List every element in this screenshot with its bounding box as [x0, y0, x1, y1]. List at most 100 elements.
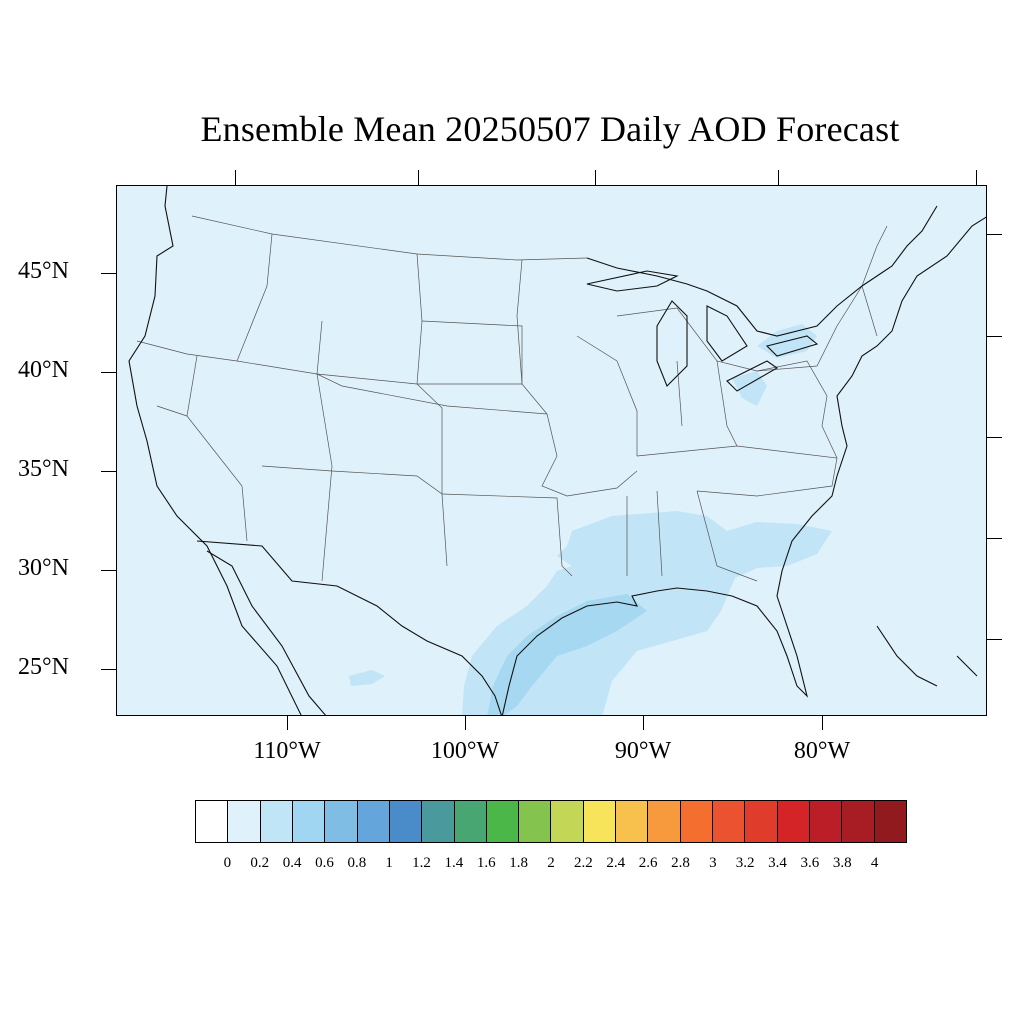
mississippi-river: [576, 335, 638, 456]
colorbar-tick-label: 2.6: [638, 855, 658, 871]
lat-label-30n: 30°N: [18, 555, 69, 581]
colorbar-segment: [422, 801, 455, 842]
or-ca-line: [156, 405, 188, 417]
colorbar-segment: [842, 801, 875, 842]
colorbar-tick-label: 0.8: [347, 855, 367, 871]
map-panel: [116, 185, 987, 716]
ok-tx-line: [541, 413, 638, 497]
colorbar-segment: [648, 801, 681, 842]
in-oh-line: [676, 360, 738, 447]
state-line-row2: [316, 373, 548, 415]
lake-huron: [706, 305, 748, 362]
gulf-atlantic-coast: [501, 216, 986, 715]
state-line-row1: [136, 340, 522, 385]
left-tick-35n: [101, 471, 116, 472]
top-tick-100w: [418, 170, 419, 185]
colorbar-tick-label: 3.2: [735, 855, 755, 871]
top-tick-70w: [976, 170, 977, 185]
colorbar-segment: [680, 801, 713, 842]
left-tick-45n: [101, 273, 116, 274]
lat-label-45n: 45°N: [18, 258, 69, 284]
colorbar-segment: [357, 801, 390, 842]
top-tick-110w: [235, 170, 236, 185]
pacific-coast: [128, 186, 302, 715]
lon-label-80w: 80°W: [793, 738, 851, 764]
coastlines: [128, 186, 986, 715]
colorbar-segment: [486, 801, 520, 842]
colorbar-segment: [292, 801, 326, 842]
texas-coast-core: [487, 594, 647, 715]
southeast-states: [626, 490, 758, 582]
aod-colorbar: [195, 800, 907, 843]
lat-label-40n: 40°N: [18, 357, 69, 383]
right-tick: [987, 437, 1002, 438]
colorbar-tick-label: 2.4: [606, 855, 626, 871]
colorbar-tick-label: 2.2: [573, 855, 593, 871]
lon-label-90w: 90°W: [614, 738, 672, 764]
colorbar-tick-label: 0.6: [315, 855, 334, 871]
colorbar-tick-label: 3.4: [768, 855, 787, 871]
sd-ne-line: [421, 320, 548, 415]
right-tick: [987, 538, 1002, 539]
top-tick-90w: [595, 170, 596, 185]
colorbar-tick-label: 1.8: [509, 855, 528, 871]
aod-layer-0.4-0.6: [487, 594, 647, 715]
us-mexico-border: [196, 540, 502, 715]
nevada-line: [186, 355, 248, 542]
lon-label-100w: 100°W: [430, 738, 500, 764]
colorbar-tick-label: 0.4: [282, 855, 302, 871]
colorbar-tick-label: 3.6: [800, 855, 820, 871]
tx-la-line: [441, 493, 573, 577]
colorbar-segment: [777, 801, 810, 842]
colorbar-tick-label: 2: [547, 855, 555, 871]
left-tick-25n: [101, 669, 116, 670]
colorbar-tick-label: 1.2: [412, 855, 431, 871]
right-tick: [987, 336, 1002, 337]
colorbar-tick-label: 3.8: [832, 855, 852, 871]
colorbar-segment: [260, 801, 293, 842]
colorbar-segment: [713, 801, 746, 842]
lake-ontario: [765, 335, 819, 357]
colorbar-segment: [389, 801, 423, 842]
map-title: Ensemble Mean 20250507 Daily AOD Forecas…: [200, 109, 900, 149]
lat-label-35n: 35°N: [18, 456, 69, 482]
va-line: [756, 360, 838, 459]
left-tick-40n: [101, 372, 116, 373]
colorbar-tick-label: 0: [223, 855, 232, 871]
baja-gulf-coast: [206, 550, 327, 715]
left-tick-30n: [101, 570, 116, 571]
colorbar-segment: [454, 801, 487, 842]
bottom-tick-110w: [287, 716, 288, 730]
great-lakes-canada-border: [586, 205, 938, 337]
colorbar-segment: [519, 801, 552, 842]
lat-label-25n: 25°N: [18, 654, 69, 680]
right-tick: [987, 234, 1002, 235]
colorbar-segment: [745, 801, 778, 842]
colorbar-segment: [616, 801, 649, 842]
utah-colorado-line: [316, 320, 333, 582]
new-england-line: [836, 225, 888, 337]
tn-nc-line: [636, 445, 838, 497]
colorbar-tick-label: 1.6: [476, 855, 496, 871]
lake-erie: [726, 360, 779, 392]
bottom-tick-80w: [822, 716, 823, 730]
bottom-tick-100w: [465, 716, 466, 730]
colorbar-segment: [874, 801, 906, 842]
colorbar-tick-label: 0.2: [250, 855, 270, 871]
dakotas-line: [416, 253, 443, 494]
top-tick-80w: [778, 170, 779, 185]
colorbar-segment: [228, 801, 261, 842]
nm-az-line: [261, 465, 448, 567]
right-tick: [987, 639, 1002, 640]
colorbar-segment: [583, 801, 617, 842]
colorbar-tick-label: 1.4: [444, 855, 464, 871]
colorbar-tick-label: 1: [385, 855, 393, 871]
colorbar-tick-label: 2.8: [671, 855, 690, 871]
usa-aod-map: [117, 186, 986, 715]
colorbar-tick-label: 3: [709, 855, 717, 871]
colorbar-segment: [325, 801, 358, 842]
lake-superior: [586, 270, 679, 292]
idaho-line: [236, 233, 273, 362]
gulf-southeast-plume: [462, 511, 832, 715]
lake-michigan: [656, 300, 688, 387]
